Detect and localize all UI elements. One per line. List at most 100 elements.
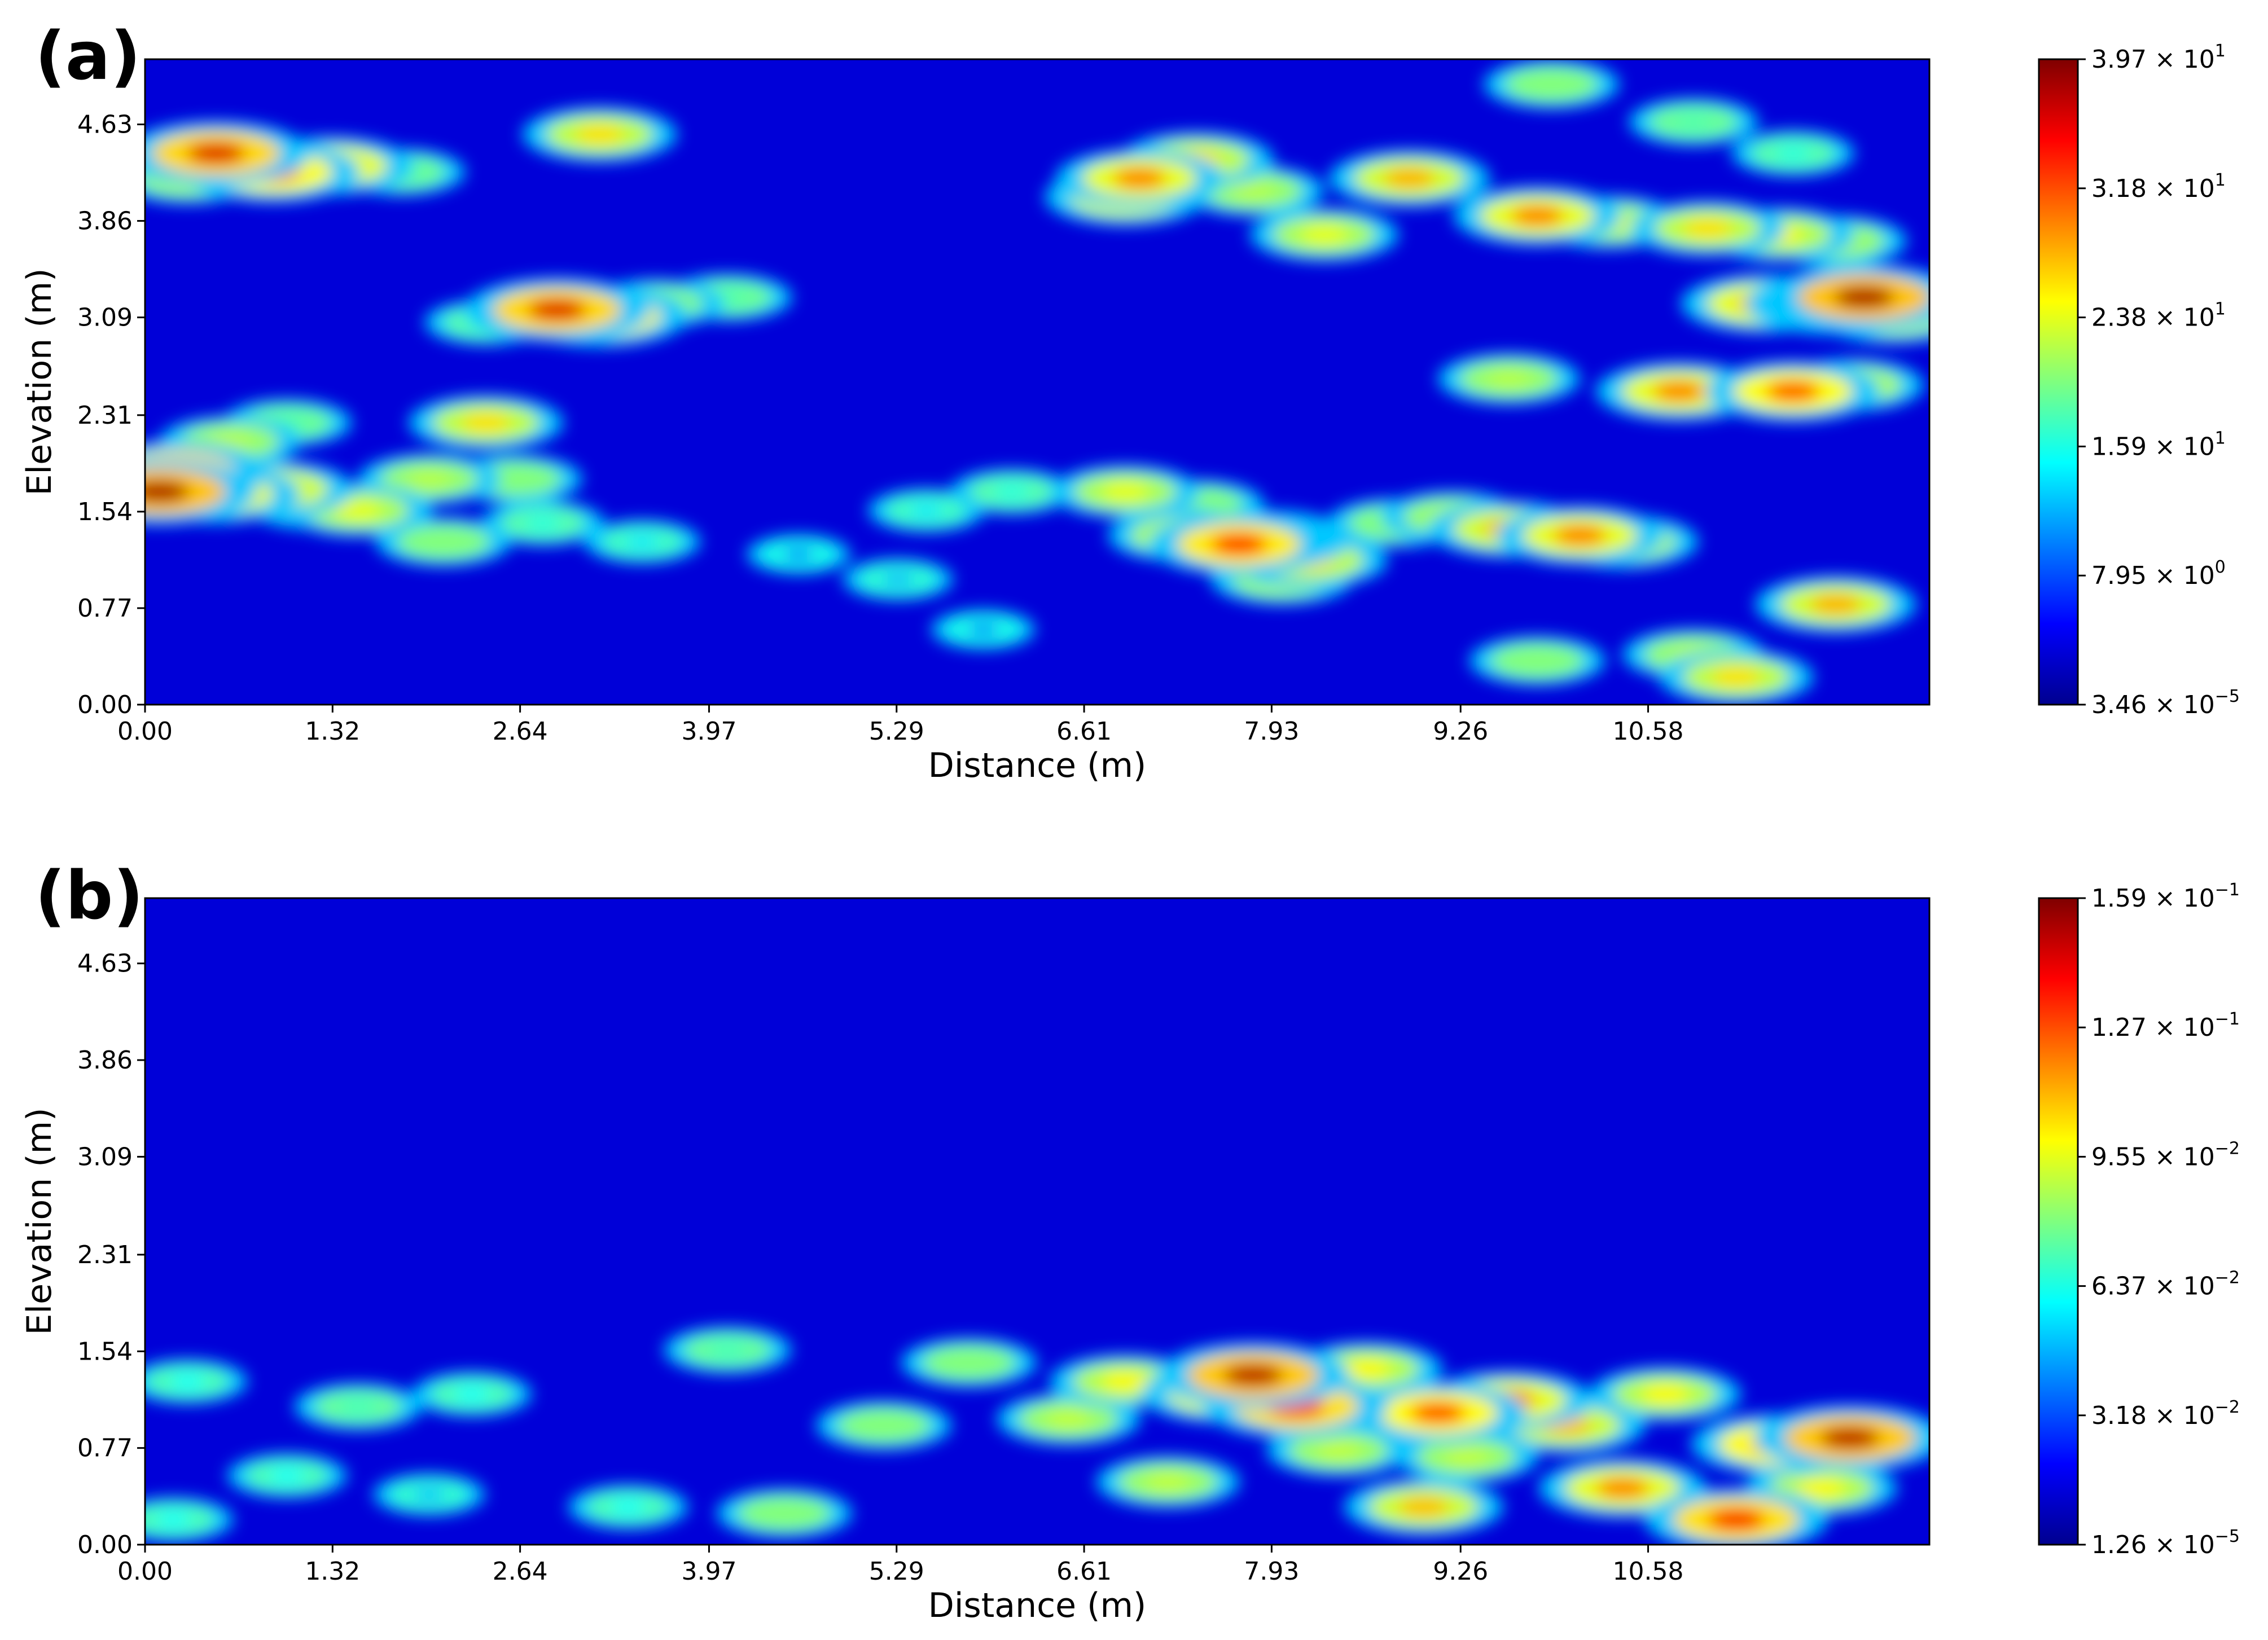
colorbar-exponent: 1 [2215, 428, 2226, 448]
data-point-core [411, 1487, 447, 1502]
colorbar-mantissa: 6.37 [2091, 1272, 2147, 1301]
plot-frame [144, 58, 1931, 706]
data-point-core [1444, 1448, 1489, 1466]
x-tick-label: 7.93 [1244, 717, 1299, 746]
data-point-core [169, 1374, 207, 1389]
colorbar-mantissa: 2.38 [2091, 304, 2147, 332]
data-point-core [1384, 169, 1435, 188]
y-tick-label: 0.00 [77, 691, 133, 719]
colorbar-times: × 10 [2147, 1142, 2215, 1171]
data-point-core [1774, 146, 1813, 161]
panel-label-b: (b) [35, 856, 144, 934]
y-tick-label: 3.09 [77, 1142, 133, 1171]
colorbar-tick-label: 6.37 × 10−2 [2091, 1268, 2240, 1301]
colorbar-tick-label: 7.95 × 100 [2091, 557, 2226, 590]
data-point-core [1820, 1427, 1880, 1449]
data-point-core [338, 1399, 379, 1415]
data-point-core [1683, 219, 1732, 238]
x-tick-label: 0.00 [117, 717, 173, 746]
hotspot-layer [145, 59, 1929, 705]
data-point-core [528, 299, 586, 321]
data-point-core [462, 413, 511, 432]
x-tick-label: 1.32 [305, 1557, 360, 1586]
colorbar-gradient [2038, 897, 2079, 1546]
data-point-core [967, 622, 1000, 636]
colorbar-exponent: −5 [2215, 687, 2240, 706]
colorbar-tick-label: 9.55 × 10−2 [2091, 1138, 2240, 1171]
y-tick-label: 2.31 [77, 1241, 133, 1269]
x-tick-label: 10.58 [1613, 717, 1684, 746]
y-tick-label: 0.00 [77, 1531, 133, 1559]
y-axis: 0.00 0.77 1.54 2.31 3.09 3.86 4.63 [77, 111, 145, 719]
y-tick-label: 4.63 [77, 111, 133, 139]
data-point-core [1102, 1372, 1150, 1391]
data-point-core [268, 1468, 306, 1483]
y-axis: 0.00 0.77 1.54 2.31 3.09 3.86 4.63 [77, 949, 145, 1559]
colorbar-times: × 10 [2147, 691, 2215, 719]
x-tick-label: 9.26 [1433, 717, 1488, 746]
x-tick-label: 3.97 [681, 717, 736, 746]
data-point-core [1102, 482, 1149, 501]
data-point-core [624, 534, 661, 549]
colorbar-times: × 10 [2147, 304, 2215, 332]
data-point-core [908, 503, 945, 518]
data-point-core [422, 533, 465, 550]
colorbar-exponent: −5 [2215, 1527, 2240, 1546]
colorbar-mantissa: 3.18 [2091, 1401, 2147, 1430]
y-axis-label: Elevation (m) [20, 1107, 59, 1335]
x-tick-label: 10.58 [1613, 1557, 1684, 1586]
y-tick-label: 3.86 [77, 1046, 133, 1075]
y-axis-label: Elevation (m) [20, 268, 59, 495]
colorbar-tick-label: 3.18 × 10−2 [2091, 1397, 2240, 1430]
data-point-core [1766, 381, 1820, 402]
data-point-core [1398, 1497, 1449, 1516]
data-point-core [523, 515, 563, 531]
colorbar-exponent: −2 [2215, 1397, 2240, 1417]
colorbar-tick-label: 2.38 × 101 [2091, 300, 2226, 332]
data-point-core [187, 142, 245, 164]
x-tick-label: 7.93 [1244, 1557, 1299, 1586]
data-point-core [763, 1505, 806, 1522]
y-tick-label: 3.09 [77, 304, 133, 332]
colorbar-times: × 10 [2147, 884, 2215, 913]
x-axis-label: Distance (m) [928, 1586, 1147, 1625]
data-point-core [1833, 286, 1894, 309]
data-point-core [335, 502, 381, 520]
data-point-core [1673, 114, 1714, 130]
colorbar: 1.59 × 10−11.27 × 10−19.55 × 10−26.37 × … [2038, 880, 2240, 1559]
colorbar-tick-label: 1.59 × 101 [2091, 428, 2226, 461]
data-point-core [1113, 168, 1166, 188]
colorbar-times: × 10 [2147, 1272, 2215, 1301]
colorbar-times: × 10 [2147, 174, 2215, 203]
data-point-core [947, 1354, 990, 1371]
colorbar-mantissa: 1.59 [2091, 884, 2147, 913]
x-tick-label: 5.29 [869, 1557, 924, 1586]
colorbar-tick-label: 1.26 × 10−5 [2091, 1527, 2240, 1559]
x-axis: 0.00 1.32 2.64 3.97 5.29 6.61 7.93 9.26 10.58 [117, 705, 1684, 746]
colorbar-mantissa: 9.55 [2091, 1142, 2147, 1171]
data-point-core [1210, 534, 1267, 555]
data-point-core [1410, 1402, 1466, 1423]
y-tick-label: 0.77 [77, 594, 133, 623]
x-tick-label: 0.00 [117, 1557, 173, 1586]
colorbar-times: × 10 [2147, 561, 2215, 590]
x-tick-label: 9.26 [1433, 1557, 1488, 1586]
y-tick-label: 0.77 [77, 1434, 133, 1463]
data-point-core [862, 1417, 905, 1434]
x-axis-label: Distance (m) [928, 746, 1147, 785]
x-axis: 0.00 1.32 2.64 3.97 5.29 6.61 7.93 9.26 10.58 [117, 1545, 1684, 1586]
colorbar-times: × 10 [2147, 432, 2215, 461]
colorbar-exponent: −1 [2215, 1009, 2240, 1029]
data-point-core [1653, 381, 1706, 401]
data-point-core [1511, 206, 1564, 226]
y-tick-label: 4.63 [77, 949, 133, 978]
y-tick-label: 1.54 [77, 498, 133, 526]
data-point-core [1343, 1360, 1391, 1378]
colorbar-times: × 10 [2147, 1013, 2215, 1042]
colorbar-times: × 10 [2147, 1531, 2215, 1559]
colorbar-exponent: 0 [2215, 557, 2226, 577]
colorbar-exponent: −2 [2215, 1138, 2240, 1158]
x-tick-label: 2.64 [493, 717, 548, 746]
